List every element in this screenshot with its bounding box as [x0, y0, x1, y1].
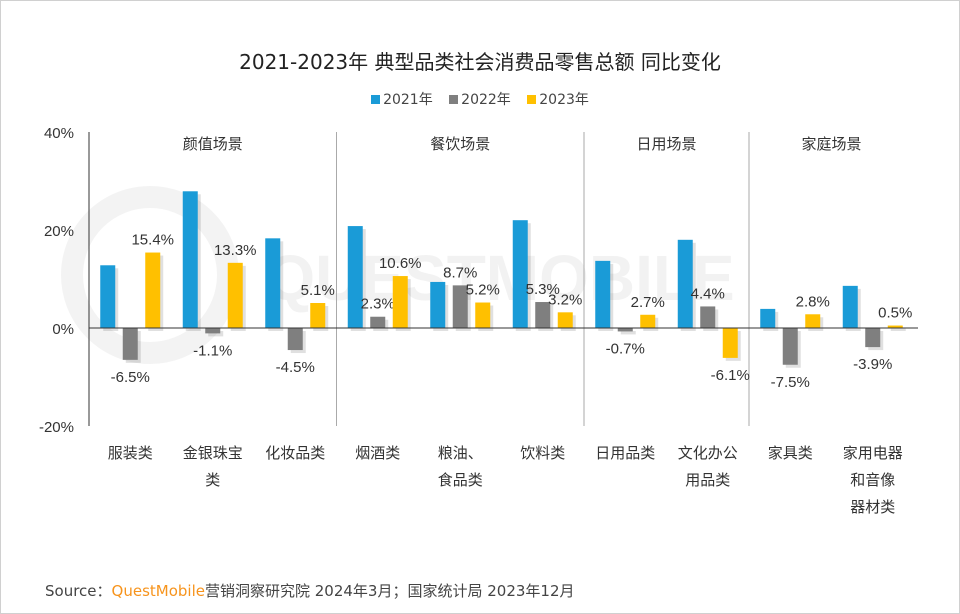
- category-label: 家具类: [768, 444, 813, 462]
- bar-2022年-9: [865, 328, 881, 348]
- category-label: 金银珠宝: [183, 444, 243, 462]
- category-label: 食品类: [438, 471, 483, 489]
- bar-2022年-6: [617, 328, 633, 332]
- group-label: 颜值场景: [183, 135, 243, 153]
- legend-label: 2022年: [461, 92, 511, 108]
- bar-2023年-5: [557, 312, 573, 328]
- category-label: 日用品类: [595, 444, 655, 462]
- category-label: 家用电器: [843, 444, 903, 462]
- y-tick-label: 20%: [44, 223, 74, 240]
- data-label: 10.6%: [379, 255, 422, 272]
- data-label: -3.9%: [853, 356, 892, 373]
- bar-2022年-8: [782, 328, 798, 365]
- legend-item-2022: 2022年: [449, 89, 511, 109]
- category-label: 用品类: [685, 471, 730, 489]
- bar-2021年-2: [265, 238, 281, 328]
- data-label: -6.5%: [111, 369, 150, 386]
- category-label: 类: [205, 471, 220, 489]
- data-label: 13.3%: [214, 242, 257, 259]
- category-label: 服装类: [108, 444, 153, 462]
- bar-2022年-0: [122, 328, 138, 360]
- bar-2023年-7: [722, 328, 738, 358]
- category-label: 文化办公: [678, 444, 738, 462]
- bar-2021年-7: [677, 239, 693, 328]
- data-label: 2.3%: [361, 296, 395, 313]
- legend-item-2023: 2023年: [527, 89, 589, 109]
- bar-shadow: [890, 328, 906, 331]
- bar-2023年-3: [392, 276, 408, 328]
- legend: 2021年 2022年 2023年: [0, 89, 960, 109]
- data-label: 5.1%: [301, 282, 335, 299]
- bar-2021年-9: [842, 285, 858, 328]
- data-label: 2.8%: [796, 293, 830, 310]
- source-brand: QuestMobile: [111, 582, 205, 600]
- group-label: 家庭场景: [801, 135, 861, 153]
- watermark-text: QUESTMOBILE: [265, 242, 734, 314]
- bar-2022年-1: [205, 328, 221, 334]
- legend-swatch: [371, 95, 381, 104]
- data-label: 15.4%: [131, 232, 174, 249]
- data-label: -0.7%: [606, 340, 645, 357]
- category-label: 和音像: [850, 471, 895, 489]
- bar-2023年-6: [640, 314, 656, 328]
- bar-2021年-1: [182, 191, 198, 328]
- data-label: 5.2%: [466, 282, 500, 299]
- bar-2022年-7: [700, 306, 716, 328]
- bar-shadow: [208, 331, 224, 337]
- data-label: -1.1%: [193, 342, 232, 359]
- category-label: 粮油、: [438, 444, 483, 462]
- bar-2021年-5: [512, 220, 528, 328]
- data-label: 8.7%: [443, 264, 477, 281]
- y-tick-label: 40%: [44, 125, 74, 142]
- legend-label: 2023年: [539, 92, 589, 108]
- bar-2022年-5: [535, 302, 551, 328]
- category-label: 化妆品类: [265, 444, 325, 462]
- data-label: 3.2%: [548, 291, 582, 308]
- bar-2023年-1: [227, 262, 243, 328]
- legend-swatch: [449, 95, 459, 104]
- category-label: 饮料类: [520, 444, 565, 462]
- group-label: 餐饮场景: [430, 135, 490, 153]
- bar-2021年-3: [347, 226, 363, 328]
- category-label: 器材类: [850, 498, 895, 516]
- bar-2023年-2: [310, 303, 326, 328]
- bar-2023年-8: [805, 314, 821, 328]
- legend-item-2021: 2021年: [371, 89, 433, 109]
- chart-title: 2021-2023年 典型品类社会消费品零售总额 同比变化: [239, 50, 721, 74]
- bar-2021年-4: [430, 281, 446, 328]
- bar-2022年-2: [287, 328, 303, 351]
- data-label: 2.7%: [631, 294, 665, 311]
- bar-2022年-3: [370, 316, 386, 328]
- bar-2023年-0: [145, 252, 161, 328]
- bar-2021年-6: [595, 260, 611, 328]
- legend-label: 2021年: [383, 92, 433, 108]
- source-text: 营销洞察研究院 2024年3月；国家统计局 2023年12月: [204, 582, 575, 600]
- group-label: 日用场景: [636, 135, 696, 153]
- data-label: 0.5%: [878, 305, 912, 322]
- bar-2021年-0: [100, 265, 116, 328]
- category-label: 烟酒类: [355, 444, 400, 462]
- source-prefix: Source：: [45, 582, 112, 600]
- legend-swatch: [527, 95, 537, 104]
- data-label: 5.3%: [526, 281, 560, 298]
- bar-2021年-8: [760, 308, 776, 328]
- data-label: 4.4%: [691, 285, 725, 302]
- data-label: -6.1%: [711, 367, 750, 384]
- bar-2022年-4: [452, 285, 468, 328]
- bar-shadow: [620, 331, 636, 335]
- y-tick-label: -20%: [39, 419, 74, 436]
- bar-2023年-9: [887, 325, 903, 328]
- source-note: Source：QuestMobile营销洞察研究院 2024年3月；国家统计局 …: [45, 580, 575, 601]
- bar-2023年-4: [475, 302, 491, 328]
- data-label: -7.5%: [771, 374, 810, 391]
- y-tick-label: 0%: [52, 321, 74, 338]
- data-label: -4.5%: [276, 359, 315, 376]
